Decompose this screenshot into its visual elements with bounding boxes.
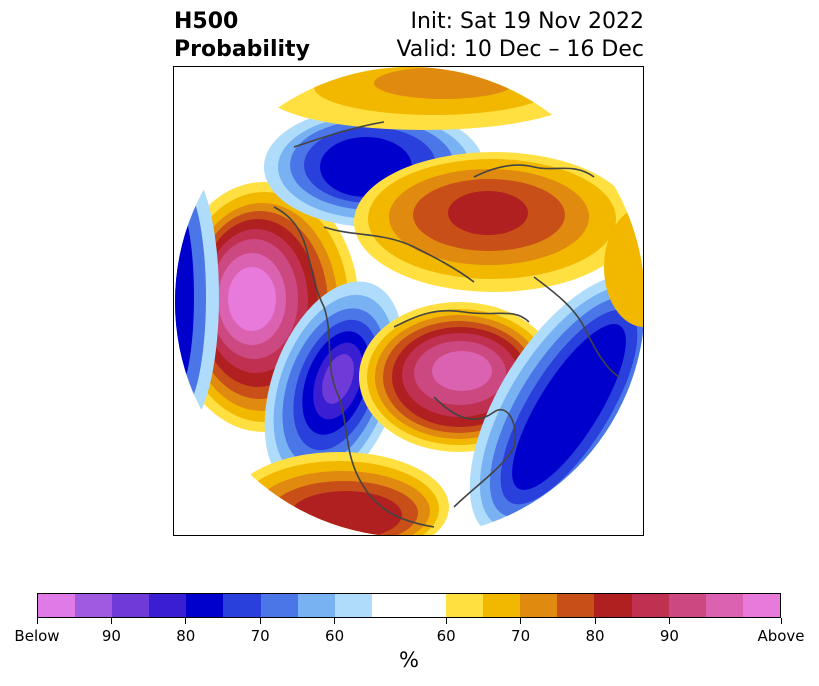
coastlines <box>273 121 620 528</box>
valid-range: Valid: 10 Dec – 16 Dec <box>396 37 644 62</box>
colorbar-tick-label: Below <box>14 627 60 645</box>
colorbar-segment <box>260 594 298 617</box>
colorbar-tick <box>259 618 261 624</box>
date-info: Init: Sat 19 Nov 2022 Valid: 10 Dec – 16… <box>396 8 644 64</box>
colorbar-tick-label: 90 <box>101 627 121 645</box>
colorbar-segment <box>705 594 743 617</box>
colorbar-segment <box>483 594 521 617</box>
colorbar-tick-label: 60 <box>436 627 456 645</box>
colorbar-tick-label: Above <box>757 627 805 645</box>
colorbar-tick-label: 70 <box>511 627 531 645</box>
colorbar-segment <box>520 594 558 617</box>
colorbar-tick <box>36 618 38 624</box>
chart-title: H500 Probability <box>174 8 310 64</box>
colorbar-tick <box>110 618 112 624</box>
colorbar <box>37 593 781 618</box>
unit-label: % <box>399 648 419 672</box>
colorbar-tick <box>594 618 596 624</box>
dateline-trough <box>175 167 219 427</box>
field-label: H500 <box>174 9 239 34</box>
colorbar-segment <box>446 594 484 617</box>
colorbar-segment <box>742 594 780 617</box>
colorbar-segment <box>297 594 335 617</box>
colorbar-segment <box>668 594 706 617</box>
colorbar-tick-label: 60 <box>325 627 345 645</box>
map-panel <box>173 66 644 536</box>
colorbar-segment <box>631 594 669 617</box>
colorbar-tick-label: 70 <box>250 627 270 645</box>
colorbar-segment <box>149 594 187 617</box>
init-date: Init: Sat 19 Nov 2022 <box>410 9 644 34</box>
colorbar-tick-label: 80 <box>585 627 605 645</box>
colorbar-tick <box>520 618 522 624</box>
colorbar-segment <box>186 594 224 617</box>
colorbar-segment <box>38 594 76 617</box>
colorbar-tick <box>668 618 670 624</box>
colorbar-segment <box>371 594 447 617</box>
colorbar-segment <box>223 594 261 617</box>
colorbar-segment <box>557 594 595 617</box>
colorbar-tick-label: 80 <box>176 627 196 645</box>
colorbar-tick <box>445 618 447 624</box>
colorbar-tick <box>780 618 782 624</box>
colorbar-segment <box>334 594 372 617</box>
product-label: Probability <box>174 37 310 62</box>
west-coast-trough <box>264 281 404 493</box>
colorbar-segment <box>594 594 632 617</box>
colorbar-tick <box>185 618 187 624</box>
colorbar-segment <box>112 594 150 617</box>
siberia-ridge <box>354 152 634 292</box>
atlantic-trough <box>469 274 643 535</box>
colorbar-tick <box>334 618 336 624</box>
anomaly-map <box>175 67 643 535</box>
europe-ridge <box>604 207 643 327</box>
colorbar-segment <box>75 594 113 617</box>
colorbar-tick-label: 90 <box>659 627 679 645</box>
